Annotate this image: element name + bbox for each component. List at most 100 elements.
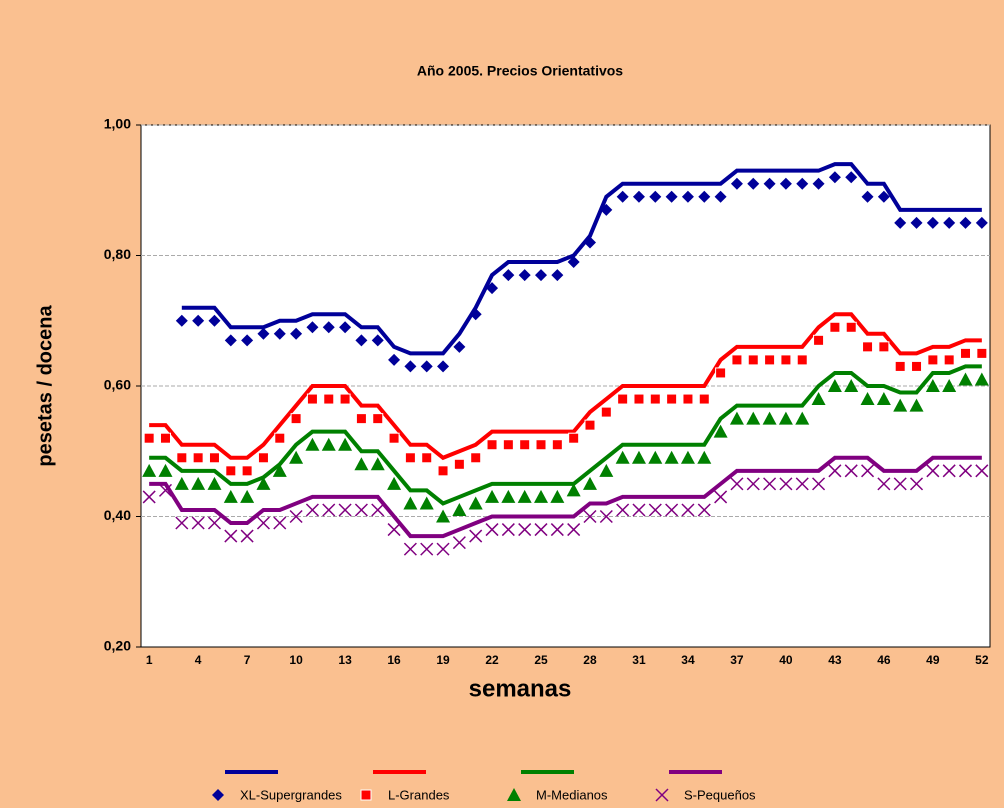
marker-x (305, 503, 319, 517)
marker-square (894, 360, 906, 372)
marker-diamond (779, 177, 792, 190)
marker-triangle (142, 463, 157, 477)
x-tick-label: 37 (730, 653, 744, 667)
marker-diamond (551, 269, 564, 282)
marker-square (617, 393, 629, 405)
marker-square (355, 413, 367, 425)
marker-square (796, 354, 808, 366)
marker-square (208, 452, 220, 464)
marker-square (584, 419, 596, 431)
marker-x (779, 477, 793, 491)
chart-title: Año 2005. Precios Orientativos (417, 63, 623, 79)
marker-x (958, 464, 973, 478)
marker-diamond (698, 190, 711, 203)
marker-square (274, 432, 286, 444)
x-tick-label: 40 (779, 653, 793, 667)
marker-triangle (925, 379, 940, 392)
marker-square (421, 452, 433, 464)
x-tick-label: 10 (289, 653, 303, 667)
marker-square (649, 393, 661, 405)
marker-triangle (827, 379, 842, 392)
marker-square (747, 354, 759, 366)
marker-x (665, 503, 679, 517)
marker-diamond (404, 360, 417, 373)
marker-square (486, 439, 498, 451)
marker-square (927, 354, 939, 366)
marker-square (943, 354, 955, 366)
legend-label: M-Medianos (536, 787, 608, 802)
marker-x (926, 464, 940, 478)
marker-square (600, 406, 612, 418)
marker-triangle (272, 463, 287, 477)
series-line (149, 455, 982, 539)
x-tick-label: 7 (244, 653, 251, 667)
marker-triangle (517, 489, 532, 503)
legend-marker (360, 789, 372, 801)
marker-diamond (175, 314, 188, 327)
marker-diamond (665, 190, 678, 203)
legend-marker (655, 788, 669, 802)
marker-square (551, 439, 563, 451)
series-line (149, 364, 982, 506)
marker-triangle (321, 437, 336, 451)
marker-triangle (974, 372, 989, 386)
marker-diamond (290, 327, 303, 340)
marker-diamond (437, 360, 450, 373)
legend-label: S-Pequeños (684, 787, 756, 802)
marker-diamond (877, 190, 890, 203)
marker-triangle (419, 496, 434, 510)
marker-diamond (616, 190, 629, 203)
marker-triangle (501, 489, 516, 503)
marker-square (143, 432, 155, 444)
marker-triangle (566, 483, 581, 497)
marker-x (158, 483, 173, 497)
marker-x (861, 464, 875, 478)
marker-x (697, 503, 711, 517)
marker-square (453, 458, 465, 470)
marker-x (354, 503, 368, 517)
marker-diamond (845, 171, 858, 184)
marker-square (502, 439, 514, 451)
marker-x (714, 490, 728, 504)
marker-triangle (958, 372, 973, 386)
marker-diamond (763, 177, 776, 190)
marker-square (845, 321, 857, 333)
marker-x (289, 509, 303, 524)
marker-triangle (762, 411, 777, 425)
marker-diamond (730, 177, 743, 190)
marker-diamond (453, 340, 466, 353)
y-tick-label: 0,80 (104, 246, 131, 262)
marker-triangle (534, 489, 549, 503)
marker-square (829, 321, 841, 333)
marker-square (698, 393, 710, 405)
marker-triangle (158, 463, 173, 477)
marker-square (666, 393, 678, 405)
marker-diamond (747, 177, 760, 190)
marker-diamond (632, 190, 645, 203)
marker-x (501, 523, 515, 537)
marker-square (176, 452, 188, 464)
marker-x (256, 516, 270, 530)
marker-x (338, 503, 352, 517)
marker-triangle (403, 496, 418, 510)
marker-diamond (796, 177, 809, 190)
marker-triangle (778, 411, 793, 425)
marker-square (911, 360, 923, 372)
marker-x (142, 490, 156, 504)
marker-square (682, 393, 694, 405)
marker-triangle (713, 424, 728, 438)
x-tick-label: 1 (146, 653, 153, 667)
marker-diamond (714, 190, 727, 203)
marker-x (452, 536, 466, 550)
marker-triangle (370, 457, 385, 471)
marker-square (715, 367, 727, 379)
legend-marker (507, 788, 521, 801)
marker-square (862, 341, 874, 353)
marker-diamond (518, 269, 531, 282)
x-tick-label: 22 (485, 653, 499, 667)
marker-x (224, 529, 238, 543)
marker-triangle (387, 476, 402, 490)
y-tick-label: 0,20 (104, 638, 131, 654)
series-line (181, 162, 982, 356)
marker-square (633, 393, 645, 405)
